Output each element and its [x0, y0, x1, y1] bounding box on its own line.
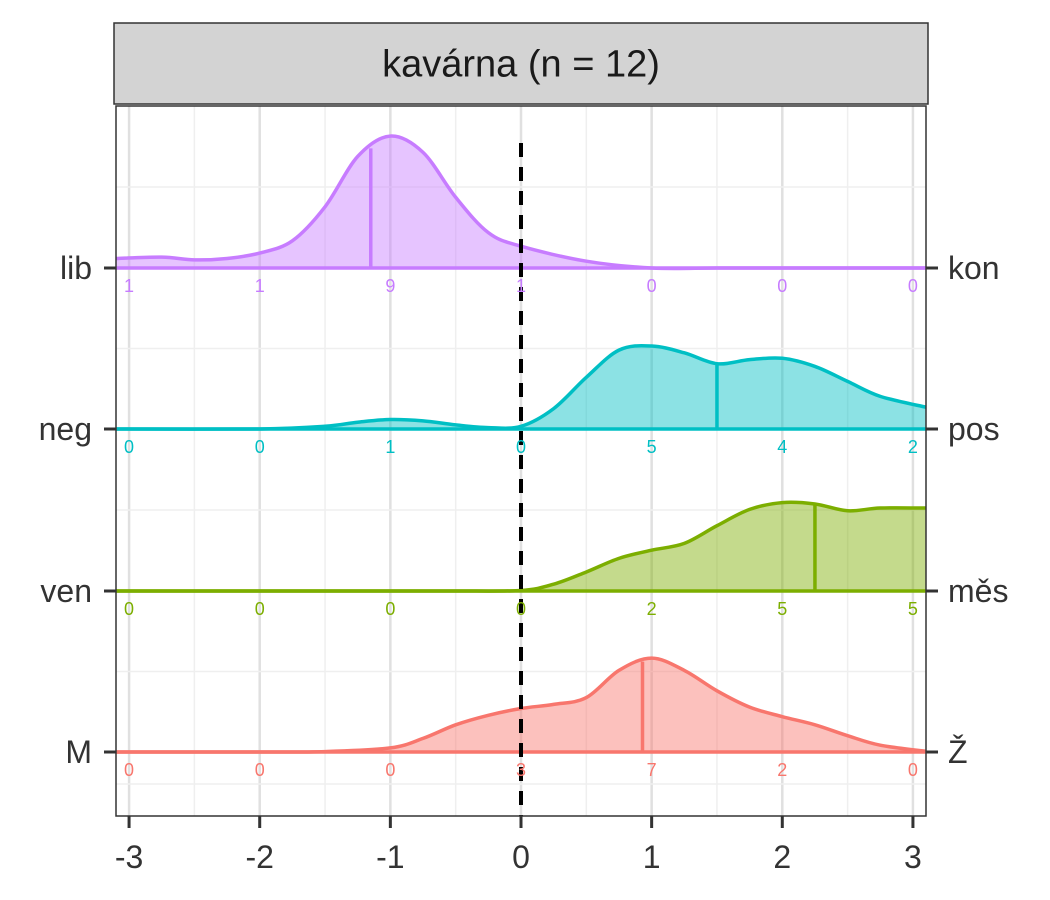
- x-tick-label: -3: [115, 839, 143, 875]
- count-label-lib: 0: [908, 276, 918, 296]
- left-axis-label: M: [65, 734, 92, 770]
- x-tick-label: -1: [376, 839, 404, 875]
- right-axis-label: pos: [948, 411, 1000, 447]
- count-label-M: 0: [385, 760, 395, 780]
- count-label-lib: 0: [647, 276, 657, 296]
- count-label-lib: 1: [255, 276, 265, 296]
- x-axis: -3 -2 -1 0 1 2 3: [115, 816, 922, 875]
- count-label-neg: 0: [255, 437, 265, 457]
- x-tick-label: 0: [512, 839, 530, 875]
- left-axis-label: neg: [39, 411, 92, 447]
- facet-strip-label: kavárna (n = 12): [382, 44, 660, 86]
- right-axis-label: Ž: [948, 734, 968, 770]
- count-label-neg: 1: [385, 437, 395, 457]
- count-label-neg: 5: [647, 437, 657, 457]
- count-label-ven: 0: [385, 599, 395, 619]
- ridge-neg: [115, 344, 927, 431]
- count-label-lib: 1: [124, 276, 134, 296]
- count-label-neg: 0: [124, 437, 134, 457]
- left-axis-label: lib: [60, 250, 92, 286]
- count-label-ven: 0: [124, 599, 134, 619]
- count-label-neg: 2: [908, 437, 918, 457]
- density-area-neg: [116, 345, 926, 430]
- x-tick-label: 3: [904, 839, 922, 875]
- density-line-neg: [115, 344, 927, 431]
- count-label-ven: 2: [647, 599, 657, 619]
- count-label-lib: 9: [385, 276, 395, 296]
- facet-strip: kavárna (n = 12): [113, 22, 929, 105]
- density-area-M: [116, 658, 926, 753]
- count-label-neg: 4: [777, 437, 787, 457]
- count-label-M: 2: [777, 760, 787, 780]
- left-axis-label: ven: [40, 573, 92, 609]
- right-axis-label: kon: [948, 250, 1000, 286]
- x-tick-label: 2: [773, 839, 791, 875]
- x-tick-label: 1: [643, 839, 661, 875]
- count-label-lib: 0: [777, 276, 787, 296]
- density-area-ven: [116, 502, 926, 592]
- count-label-ven: 0: [255, 599, 265, 619]
- count-label-M: 0: [124, 760, 134, 780]
- density-area-lib: [116, 136, 926, 269]
- count-label-M: 7: [647, 760, 657, 780]
- count-label-ven: 5: [777, 599, 787, 619]
- count-label-M: 0: [908, 760, 918, 780]
- count-label-M: 0: [255, 760, 265, 780]
- count-label-neg: 0: [516, 437, 526, 457]
- x-tick-label: -2: [245, 839, 273, 875]
- count-label-M: 3: [516, 760, 526, 780]
- count-labels: 0 0 0 3 7 2 0 0 0 0 0 2 5 5 0 0 1 0 5 4 2 1 1 9 1 0 0 0: [124, 276, 918, 780]
- ridges: [115, 134, 927, 754]
- count-label-lib: 1: [516, 276, 526, 296]
- facet-strip-background: [113, 22, 929, 105]
- count-label-ven: 0: [516, 599, 526, 619]
- right-axis-label: měs: [948, 573, 1008, 609]
- ridge-ven: [116, 500, 927, 593]
- count-label-ven: 5: [908, 599, 918, 619]
